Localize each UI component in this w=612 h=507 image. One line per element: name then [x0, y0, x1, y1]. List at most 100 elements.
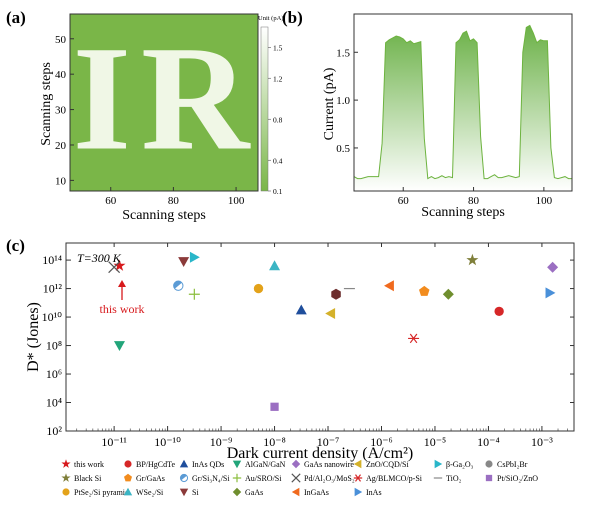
line-ytick-label: 1.0 [336, 95, 350, 107]
line-ytick-label: 0.5 [336, 143, 350, 155]
panel-letter-c: (c) [6, 236, 25, 255]
point-pt-sio2-zno [270, 402, 279, 411]
scatter-points [108, 251, 559, 411]
legend-marker [353, 459, 362, 469]
scatter-ytick-label: 10⁴ [46, 396, 62, 410]
point-zno-cqd-si [325, 308, 336, 319]
panel-letter-b: (b) [282, 8, 303, 27]
current-line [353, 24, 572, 180]
legend-label: Pt/SiO₂/ZnO [497, 474, 538, 483]
point--ga2o3 [189, 251, 200, 263]
legend-marker [232, 487, 242, 497]
scatter-ylabel: D* (Jones) [25, 302, 42, 372]
legend-marker [124, 473, 132, 482]
colorbar-tick-label: 0.1 [273, 187, 283, 196]
scatter-xtick-label: 10⁻⁴ [477, 435, 500, 449]
colorbar-tick-label: 1.2 [273, 74, 283, 83]
legend-marker [434, 459, 443, 469]
legend-label: InAs QDs [192, 460, 224, 469]
scatter-ytick-label: 10¹² [43, 282, 63, 296]
heatmap-ytick-label: 50 [55, 34, 67, 46]
legend-label: InGaAs [304, 488, 329, 497]
panel-letter-a: (a) [6, 8, 26, 27]
heatmap-xtick-label: 100 [228, 195, 245, 207]
point-gr-si3n4-si-fill [173, 281, 182, 289]
scatter-panel: 10⁻¹¹ 10⁻¹⁰ 10⁻⁹ 10⁻⁸ 10⁻⁷ 10⁻⁶ 10⁻⁵ 10⁻⁴ 10⁻³ 10… [25, 242, 575, 462]
colorbar-tick-label: 0.4 [273, 156, 283, 165]
scatter-ytick-label: 10⁶ [46, 367, 62, 381]
scatter-xtick-label: 10⁻⁷ [317, 435, 340, 449]
point-ptse2-si-pyramid [253, 283, 264, 294]
heatmap-xtick-label: 80 [168, 195, 180, 207]
point-black-si [466, 253, 479, 266]
point-algan-gan [113, 341, 125, 352]
line-ylabel: Current (pA) [322, 67, 337, 140]
heatmap-background [70, 14, 258, 191]
point-gr-si3n4-si [173, 280, 184, 291]
temperature-annotation: T=300 K [77, 251, 122, 265]
legend-marker [291, 487, 300, 497]
point-gaas-nanowire [547, 261, 559, 273]
line-panel: 60 80 100 0.5 1.0 1.5 Scanning steps Current … [322, 13, 573, 220]
legend: this work BP/HgCdTe InAs QDs AlGaN/GaN GaAs … [61, 459, 538, 497]
heatmap-axes: 60 80 100 10 20 30 40 50 [55, 34, 245, 207]
legend-label: Black Si [74, 474, 102, 483]
legend-marker [179, 488, 189, 497]
legend-label: WSe₂/Si [136, 488, 164, 497]
point-cspbi3br [331, 288, 341, 300]
heatmap-ytick-label: 10 [55, 175, 67, 187]
colorbar [260, 26, 269, 192]
legend-label: GaAs nanowire [304, 460, 354, 469]
scatter-xtick-label: 10⁻⁹ [210, 435, 233, 449]
legend-marker-fill [180, 474, 187, 481]
point-this-work [113, 259, 126, 271]
line-xtick-label: 100 [536, 195, 553, 207]
colorbar-tick-label: 1.5 [273, 44, 283, 53]
line-xtick-label: 60 [398, 195, 410, 207]
heatmap-ytick-label: 20 [55, 140, 67, 152]
scatter-xtick-label: 10⁻¹⁰ [154, 435, 181, 449]
point-inas [545, 287, 556, 299]
legend-marker [485, 474, 493, 482]
point-ingaas [384, 280, 394, 292]
legend-marker [485, 460, 493, 468]
line-frame [353, 13, 573, 192]
legend-label: Ag/BLMCO/p-Si [366, 474, 423, 483]
heatmap-ylabel: Scanning steps [39, 62, 54, 146]
colorbar-ticks: 1.5 1.2 0.8 0.4 0.1 [268, 44, 283, 196]
legend-marker [291, 473, 301, 483]
point-wse2-si [269, 260, 281, 271]
heatmap-image-text: IR [73, 16, 260, 182]
colorbar-tick-label: 0.8 [273, 115, 283, 124]
scatter-xlabel: Dark current density (A/cm²) [227, 445, 414, 462]
this-work-annotation: this work [100, 302, 145, 316]
legend-marker [61, 473, 71, 482]
legend-label: Gr/GaAs [136, 474, 165, 483]
point-bp-hgcdte [494, 306, 504, 317]
heatmap-xlabel: Scanning steps [122, 208, 206, 223]
legend-label: Au/SRO/Si [245, 474, 282, 483]
legend-label: Gr/Si₃N₄/Si [192, 474, 230, 483]
legend-label: TiO₂ [446, 474, 462, 483]
legend-marker [353, 474, 363, 482]
scatter-xtick-label: 10⁻⁶ [370, 435, 393, 449]
legend-marker [124, 460, 132, 468]
legend-marker [291, 459, 301, 469]
scatter-xtick-label: 10⁻³ [531, 435, 553, 449]
point-si [178, 257, 190, 268]
legend-label: AlGaN/GaN [245, 460, 286, 469]
scatter-frame [65, 242, 575, 432]
scatter-axes: 10⁻¹¹ 10⁻¹⁰ 10⁻⁹ 10⁻⁸ 10⁻⁷ 10⁻⁶ 10⁻⁵ 10⁻⁴ 10⁻³ 10… [42, 243, 574, 449]
point-ag-blmco-p-si [408, 333, 420, 344]
line-ytick-label: 1.5 [336, 47, 350, 59]
legend-label: β-Ga₂O₃ [446, 460, 474, 469]
scatter-ytick-label: 10¹⁰ [42, 310, 63, 324]
legend-marker [179, 459, 189, 468]
line-xtick-label: 80 [468, 195, 480, 207]
legend-marker [123, 487, 133, 496]
point-pd-al2o3-mos2 [108, 261, 121, 274]
legend-marker [61, 459, 71, 468]
legend-marker [179, 473, 189, 483]
legend-marker [354, 487, 363, 497]
